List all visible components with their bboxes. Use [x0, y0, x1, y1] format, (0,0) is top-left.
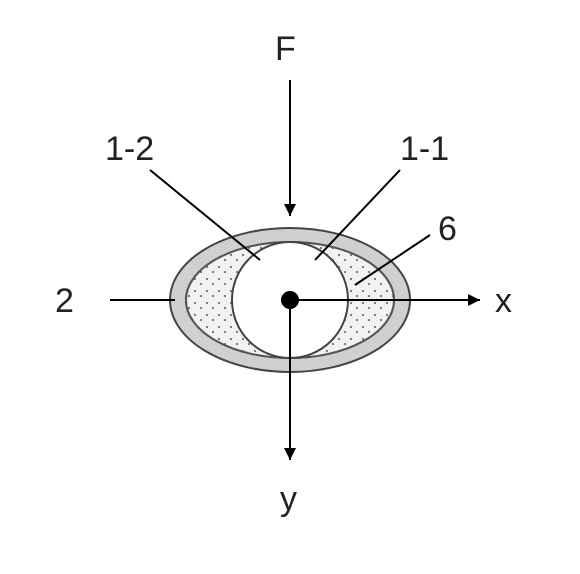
- label-x: x: [495, 282, 512, 320]
- label-l12: 1-2: [105, 130, 154, 168]
- label-l11: 1-1: [400, 130, 449, 168]
- leader-l12: [150, 170, 260, 260]
- label-l2: 2: [55, 282, 74, 320]
- label-l6: 6: [438, 210, 457, 248]
- label-F: F: [275, 30, 296, 68]
- center-dot: [281, 291, 299, 309]
- label-y: y: [280, 480, 297, 518]
- diagram-canvas: Fx y 1-2 1-1 6 2: [0, 0, 580, 574]
